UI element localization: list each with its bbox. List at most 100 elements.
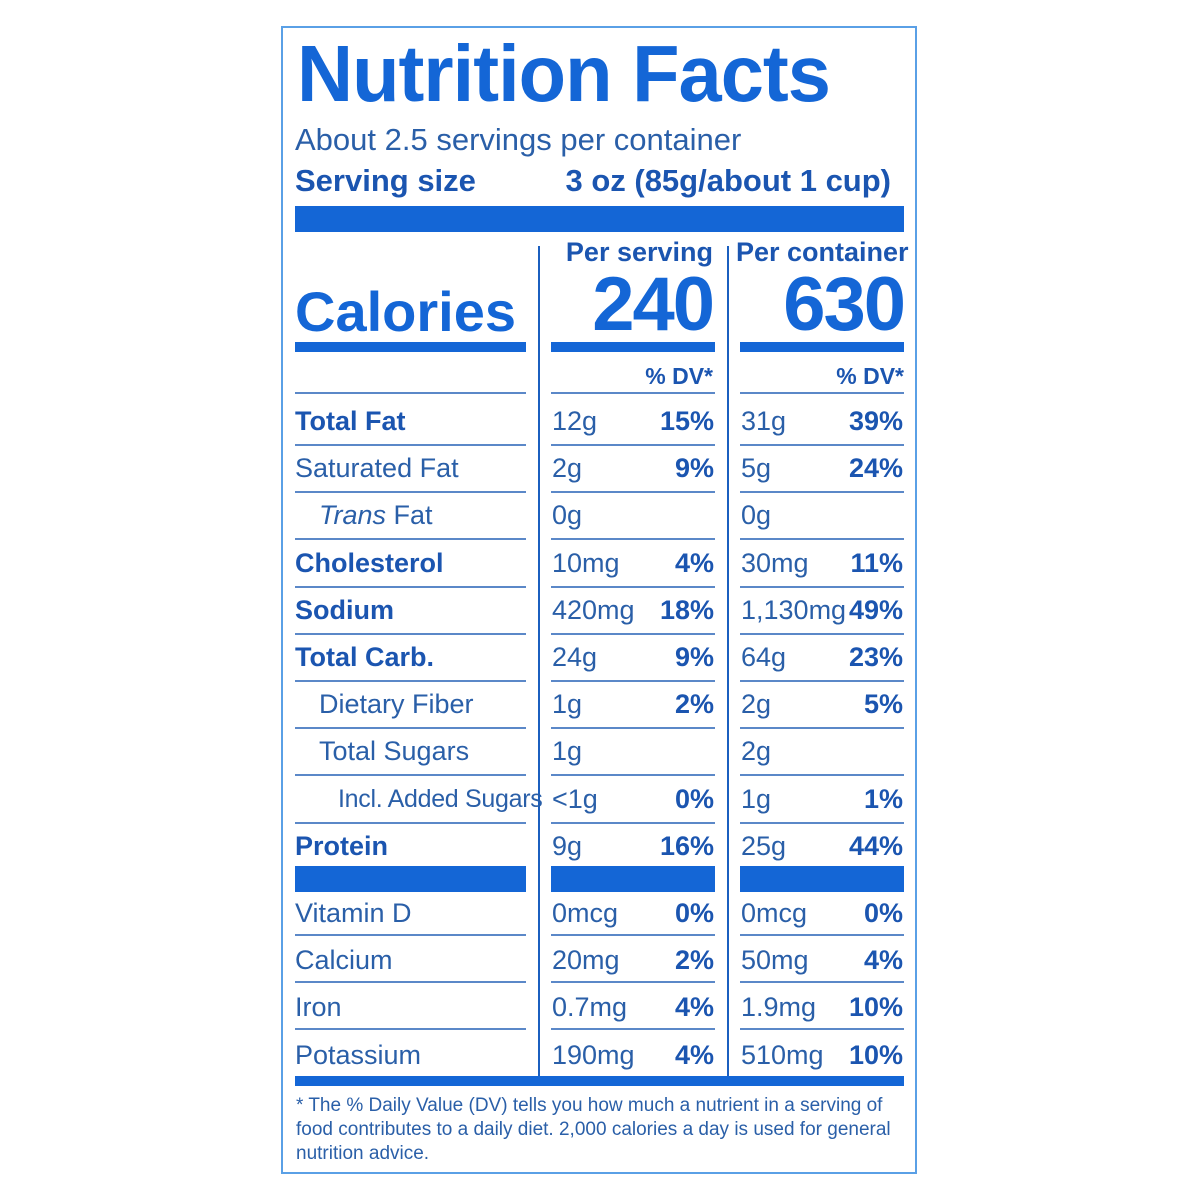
container-dv: 10% — [848, 992, 903, 1023]
row-divider — [295, 822, 526, 824]
row-divider — [551, 822, 715, 824]
row-divider — [295, 934, 526, 936]
thick-divider-middle-container — [740, 866, 904, 892]
serving-dv: 18% — [659, 594, 714, 625]
nutrient-label: Sodium — [295, 594, 394, 625]
vitamin-label: Vitamin D — [295, 898, 412, 928]
container-dv: 39% — [848, 406, 903, 436]
container-amount: 1,130mg — [741, 594, 847, 625]
daily-value-footnote: * The % Daily Value (DV) tells you how m… — [296, 1095, 891, 1164]
row-divider — [740, 1028, 904, 1030]
nutrient-label-rest: Fat — [386, 500, 433, 531]
serving-amount: 1g — [552, 689, 583, 720]
serving-dv: 9% — [674, 642, 714, 672]
calories-label: Calories — [295, 280, 516, 343]
serving-dv: 0% — [674, 783, 714, 814]
serving-amount: 1g — [552, 736, 583, 767]
row-divider — [551, 1028, 715, 1030]
serving-amount: 12g — [552, 406, 598, 436]
row-divider — [551, 586, 715, 588]
thick-divider-bottom — [295, 1076, 904, 1086]
serving-amount: 0.7mg — [552, 992, 628, 1023]
serving-amount: <1g — [552, 783, 598, 814]
container-dv: 24% — [848, 453, 903, 484]
servings-per-container: About 2.5 servings per container — [295, 122, 742, 157]
thick-divider-middle — [295, 866, 526, 892]
container-dv: 0% — [863, 898, 903, 928]
row-divider — [740, 392, 904, 394]
row-divider — [740, 633, 904, 635]
row-divider — [295, 586, 526, 588]
row-divider — [295, 392, 526, 394]
per-container-header: Per container — [736, 237, 909, 267]
container-dv: 11% — [850, 547, 903, 578]
row-divider — [551, 538, 715, 540]
container-amount: 0mcg — [741, 898, 808, 928]
serving-dv: 2% — [674, 945, 714, 976]
row-divider — [295, 444, 526, 446]
container-amount: 2g — [741, 689, 772, 720]
serving-dv: 4% — [674, 547, 714, 578]
container-amount: 64g — [741, 642, 787, 672]
container-amount: 50mg — [741, 945, 809, 976]
row-divider — [295, 680, 526, 682]
row-divider — [740, 981, 904, 983]
row-divider — [740, 934, 904, 936]
row-divider — [551, 392, 715, 394]
row-divider — [551, 491, 715, 493]
container-amount: 25g — [741, 830, 787, 861]
nutrient-label: Total Fat — [295, 406, 406, 436]
row-divider — [551, 774, 715, 776]
serving-amount: 9g — [552, 830, 583, 861]
serving-amount: 2g — [552, 453, 583, 484]
per-serving-header: Per serving — [565, 237, 713, 267]
calories-bar-serving — [551, 342, 715, 352]
container-amount: 2g — [741, 736, 772, 767]
serving-amount: 10mg — [552, 547, 620, 578]
calories-bar-label — [295, 342, 526, 352]
container-dv: 4% — [863, 945, 903, 976]
vitamin-label: Iron — [295, 992, 342, 1023]
container-amount: 30mg — [741, 547, 809, 578]
nutrient-label: Saturated Fat — [295, 453, 459, 484]
row-divider — [295, 633, 526, 635]
nutrient-label-italic: Trans — [319, 500, 387, 531]
serving-dv: 0% — [674, 898, 714, 928]
nutrient-label: Cholesterol — [295, 547, 444, 578]
serving-amount: 190mg — [552, 1039, 635, 1070]
container-dv: 44% — [848, 830, 903, 861]
serving-dv: 15% — [659, 406, 714, 436]
serving-amount: 24g — [552, 642, 598, 672]
container-dv: 5% — [863, 689, 903, 720]
row-divider — [740, 727, 904, 729]
column-divider-serving — [538, 246, 540, 1076]
row-divider — [551, 444, 715, 446]
container-amount: 510mg — [741, 1039, 824, 1070]
row-divider — [551, 981, 715, 983]
column-divider-container — [727, 246, 729, 1076]
nutrient-label: Trans Fat — [319, 500, 433, 530]
serving-amount: 0g — [552, 500, 583, 531]
row-divider — [740, 444, 904, 446]
row-divider — [295, 491, 526, 493]
container-dv: 1% — [863, 783, 903, 814]
serving-amount: 0mcg — [552, 898, 619, 928]
container-dv: 23% — [848, 642, 903, 672]
calories-bar-container — [740, 342, 904, 352]
container-amount: 1g — [741, 783, 772, 814]
container-amount: 0g — [741, 500, 772, 531]
calories-per-container: 630 — [783, 262, 906, 347]
row-divider — [295, 538, 526, 540]
row-divider — [740, 774, 904, 776]
label-title: Nutrition Facts — [297, 29, 831, 118]
calories-per-serving: 240 — [592, 262, 715, 347]
container-dv: 10% — [848, 1039, 903, 1070]
row-divider — [551, 727, 715, 729]
nutrient-label: Incl. Added Sugars — [338, 784, 543, 813]
nutrient-label: Protein — [295, 830, 389, 861]
row-divider — [295, 727, 526, 729]
serving-size-label: Serving size — [295, 163, 476, 198]
row-divider — [295, 1028, 526, 1030]
nutrient-label: Dietary Fiber — [319, 689, 474, 720]
row-divider — [740, 586, 904, 588]
